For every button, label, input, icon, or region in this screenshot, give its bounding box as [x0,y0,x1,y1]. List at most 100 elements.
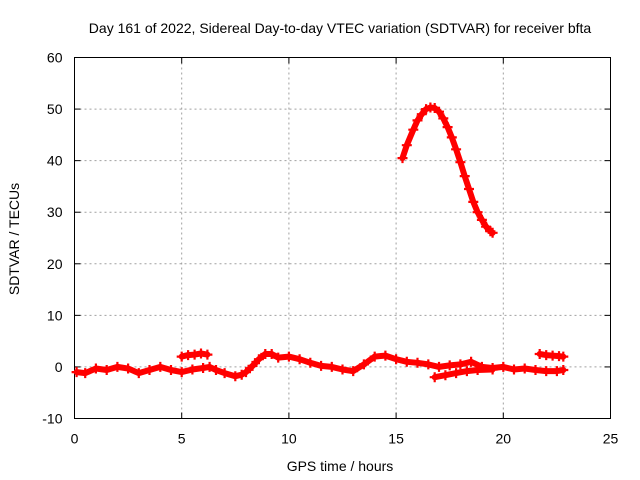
data-point [397,153,408,164]
data-point [316,360,327,371]
data-point [133,368,144,379]
x-tick-label: 10 [281,431,297,447]
data-point [472,365,483,375]
x-tick-label: 5 [178,431,186,447]
data-point [273,352,284,363]
data-point [487,364,498,375]
data-point [283,351,294,362]
x-tick-label: 25 [603,431,619,447]
y-tick-label: -10 [42,411,62,427]
data-series [71,102,569,383]
chart-title: Day 161 of 2022, Sidereal Day-to-day VTE… [89,20,592,36]
data-point [348,366,359,377]
data-point [466,356,477,367]
data-point [204,361,215,372]
data-point [498,361,509,372]
data-series-trace [534,349,569,362]
data-point [468,196,479,207]
series-line [399,104,496,236]
grid-lines [74,57,611,419]
y-axis-label: SDTVAR / TECUs [6,183,22,295]
data-point [472,207,483,218]
data-point [176,351,187,362]
y-tick-label: 40 [47,153,63,169]
data-point [90,363,101,374]
data-point [455,359,466,370]
axis-ticks: 0 5 10 15 20 25 -10 0 10 20 30 40 50 60 [42,50,618,447]
data-point [211,365,221,375]
data-point [176,367,187,378]
data-point [80,368,91,379]
data-point [101,365,112,375]
data-point [451,368,462,379]
data-point [429,372,440,383]
data-point [487,227,498,238]
data-point [219,368,230,379]
data-point [326,361,337,372]
data-point [123,363,134,374]
data-point [519,363,530,374]
y-tick-label: 0 [55,359,63,375]
data-point [530,365,541,375]
y-tick-label: 10 [47,307,63,323]
y-tick-label: 20 [47,256,63,272]
data-point [459,171,470,182]
data-point [71,367,82,378]
data-point [509,364,519,375]
y-tick-label: 50 [47,101,63,117]
x-tick-label: 15 [388,431,404,447]
data-point [241,367,251,378]
data-point [294,354,305,365]
data-point [558,365,569,375]
data-point [451,144,462,155]
data-point [440,370,451,381]
data-point [464,184,474,194]
data-point [408,124,419,135]
data-point [187,364,198,375]
data-point [358,359,369,370]
data-point [369,351,380,362]
data-point [253,354,264,365]
x-tick-label: 0 [71,431,79,447]
data-point [144,365,155,375]
data-point [558,351,569,362]
data-point [230,371,241,382]
data-point [485,226,496,237]
data-point [380,350,391,361]
data-series-trace [176,348,213,362]
data-point [446,132,457,143]
plot-frame [74,57,611,419]
data-point [166,365,176,375]
data-point [202,349,213,360]
data-point [401,356,412,367]
x-tick-label: 20 [496,431,512,447]
data-point [155,361,166,372]
x-axis-label: GPS time / hours [287,458,394,474]
data-point [455,157,466,168]
y-tick-label: 30 [47,204,63,220]
data-point [434,361,444,372]
y-tick-label: 60 [47,50,63,66]
data-point [112,361,123,372]
data-point [461,366,472,377]
data-series-trace [429,364,498,383]
data-point [412,357,423,368]
data-series-trace [71,349,569,382]
data-series-trace [397,102,498,238]
data-point [442,122,453,133]
data-point [305,357,316,368]
data-point [438,113,449,124]
data-point [401,140,412,151]
data-point [337,364,348,375]
data-point [541,366,552,377]
data-point [391,354,402,365]
data-point [444,360,455,371]
data-point [412,115,423,126]
data-point [476,214,487,225]
data-point [247,360,258,371]
data-point [416,109,427,120]
data-point [434,106,444,117]
data-point [423,359,434,370]
data-point [266,349,277,359]
